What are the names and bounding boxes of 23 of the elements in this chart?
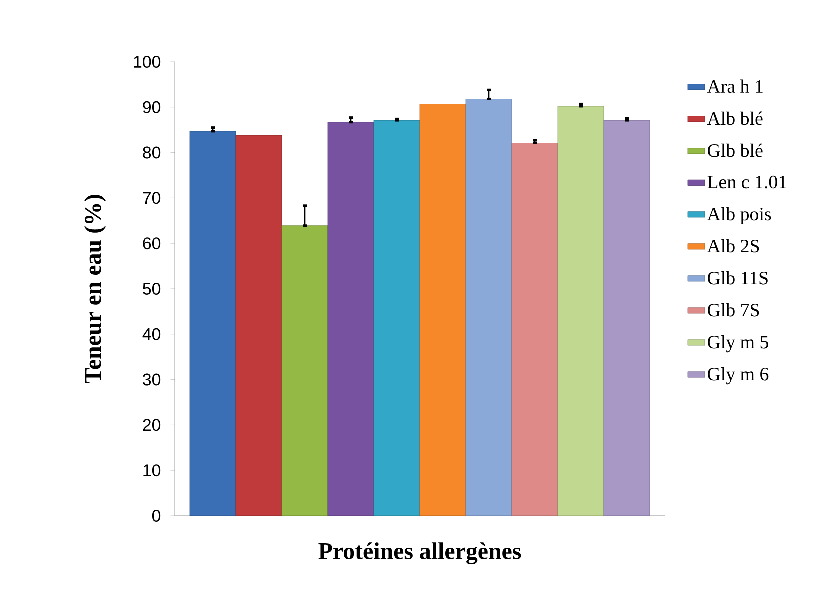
y-tick-label: 80 xyxy=(143,146,161,159)
legend-label: Gly m 5 xyxy=(708,335,768,353)
y-tick-label: 50 xyxy=(143,282,161,295)
y-tick-label: 0 xyxy=(152,510,161,522)
y-tick-label: 10 xyxy=(144,464,161,477)
y-tick-label: 20 xyxy=(143,419,161,432)
y-tick-label: 70 xyxy=(143,192,161,204)
legend-label: Glb 11S xyxy=(708,271,768,285)
legend-label: Glb 7S xyxy=(708,303,760,317)
y-tick-label: 100 xyxy=(134,56,161,68)
legend-label: Alb 2S xyxy=(707,239,760,253)
y-tick-label: 90 xyxy=(143,101,161,114)
legend-label: Alb pois xyxy=(707,207,772,225)
y-axis-title: Teneur en eau (%) xyxy=(84,195,106,384)
y-tick-label: 40 xyxy=(142,328,161,340)
x-axis-title: Protéines allergènes xyxy=(318,542,522,564)
legend-label: Glb blé xyxy=(708,144,763,158)
legend-label: Gly m 6 xyxy=(708,367,769,385)
legend-label: Len c 1.01 xyxy=(708,176,786,189)
legend-label: Alb blé xyxy=(707,112,763,126)
y-tick-label: 30 xyxy=(143,374,161,386)
y-tick-label: 60 xyxy=(143,238,161,250)
legend-label: Ara h 1 xyxy=(707,80,763,94)
